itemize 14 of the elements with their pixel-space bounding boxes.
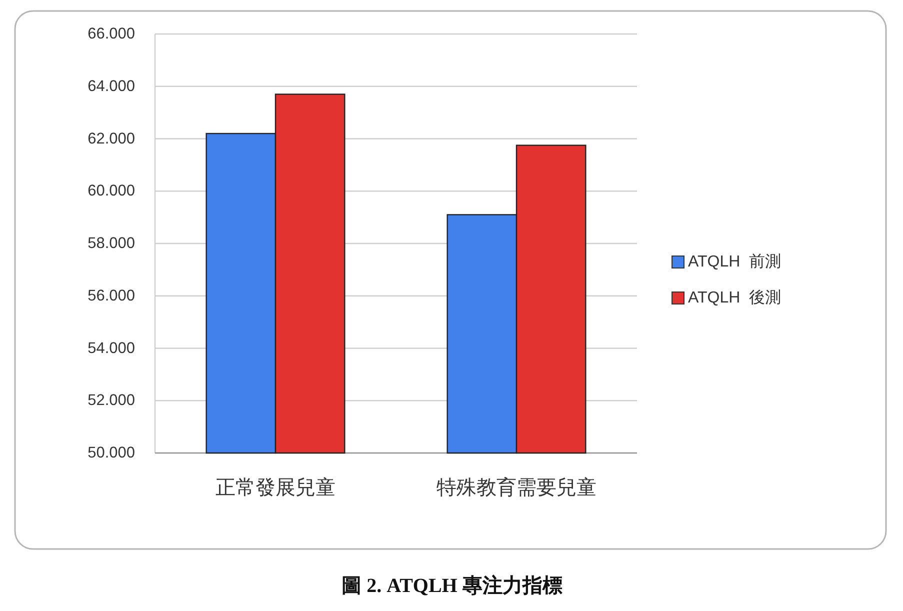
x-tick-label: 正常發展兒童: [216, 476, 336, 499]
y-tick-label: 50.000: [88, 444, 136, 462]
y-tick-label: 56.000: [88, 287, 136, 304]
y-tick-label: 54.000: [88, 340, 136, 357]
text: 圖 2. ATQLH 專注力指標: [342, 574, 562, 597]
x-tick-label: 特殊教育需要兒童: [436, 476, 596, 499]
y-tick-label: 60.000: [88, 182, 136, 200]
y-tick-label: 52.000: [88, 392, 136, 410]
legend-label: ATQLH 後測: [688, 288, 782, 306]
y-tick-label: 66.000: [88, 26, 136, 42]
y-tick-label: 64.000: [88, 78, 136, 95]
y-tick-label: 58.000: [88, 235, 136, 252]
y-tick-label: 62.000: [88, 130, 136, 148]
legend-label: ATQLH 前測: [688, 252, 782, 270]
